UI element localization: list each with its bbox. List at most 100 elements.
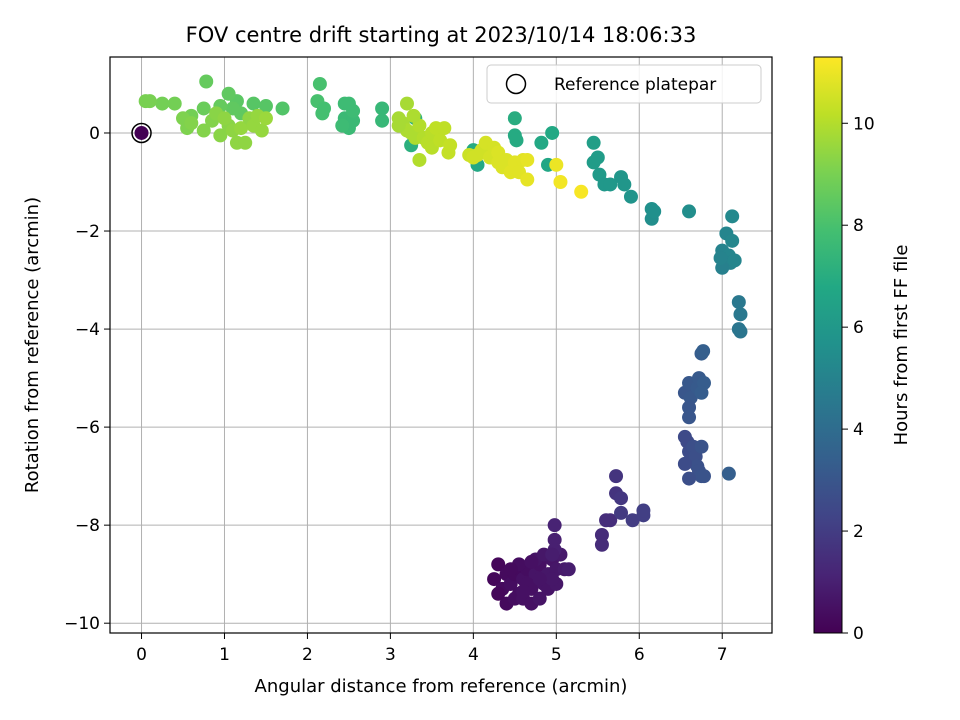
- data-point: [491, 586, 506, 601]
- data-point: [731, 295, 746, 310]
- legend: Reference platepar: [486, 64, 762, 104]
- data-point: [547, 518, 562, 533]
- gridlines: [110, 57, 772, 633]
- data-point: [545, 125, 560, 140]
- data-point: [713, 250, 728, 265]
- reference-point-fill: [134, 125, 149, 140]
- data-point: [524, 554, 539, 569]
- data-point: [721, 466, 736, 481]
- colorbar-tick-label: 0: [853, 624, 864, 644]
- data-point: [412, 152, 427, 167]
- data-point: [341, 96, 356, 111]
- data-point: [217, 111, 232, 126]
- data-point: [375, 113, 390, 128]
- colorbar-ticks: 0 2 4 6 8 10: [842, 114, 875, 644]
- data-point: [603, 513, 618, 528]
- colorbar-tick-label: 4: [853, 420, 864, 440]
- data-point: [196, 123, 211, 138]
- data-point: [682, 204, 697, 219]
- data-point: [603, 177, 618, 192]
- plot-frame: [109, 56, 773, 634]
- data-point: [312, 76, 327, 91]
- data-point: [677, 456, 692, 471]
- chart-title: FOV centre drift starting at 2023/10/14 …: [186, 23, 697, 47]
- y-axis-ticks: 0 −2 −4 −6 −8 −10: [64, 124, 110, 634]
- data-point: [520, 172, 535, 187]
- x-tick-label: 6: [634, 645, 645, 665]
- data-point: [733, 307, 748, 322]
- data-point: [520, 152, 535, 167]
- x-tick-label: 5: [551, 645, 562, 665]
- data-point: [696, 344, 711, 359]
- data-point: [682, 410, 697, 425]
- data-point: [594, 537, 609, 552]
- data-point: [221, 86, 236, 101]
- data-point: [553, 175, 568, 190]
- data-point: [549, 157, 564, 172]
- data-point: [647, 204, 662, 219]
- data-point: [258, 111, 273, 126]
- y-tick-label: 0: [89, 124, 100, 144]
- data-point: [155, 96, 170, 111]
- data-point: [547, 532, 562, 547]
- data-point: [694, 385, 709, 400]
- data-point: [614, 491, 629, 506]
- data-point: [609, 469, 624, 484]
- data-point: [196, 101, 211, 116]
- data-point: [586, 135, 601, 150]
- data-point: [694, 439, 709, 454]
- y-tick-label: −2: [75, 222, 100, 242]
- y-tick-label: −8: [75, 516, 100, 536]
- data-point: [503, 562, 518, 577]
- data-point: [275, 101, 290, 116]
- data-point: [138, 94, 153, 109]
- data-point: [234, 121, 249, 136]
- data-point: [437, 121, 452, 136]
- data-point: [532, 572, 547, 587]
- data-point: [534, 135, 549, 150]
- x-tick-label: 0: [136, 645, 147, 665]
- data-point: [335, 118, 350, 133]
- data-point: [507, 111, 522, 126]
- x-axis-ticks: 0 1 2 3 4 5 6 7: [136, 633, 728, 665]
- colorbar-label: Hours from first FF file: [891, 245, 912, 446]
- data-point: [545, 572, 560, 587]
- legend-label-reference: Reference platepar: [554, 75, 716, 95]
- data-point: [532, 591, 547, 606]
- data-point: [733, 324, 748, 339]
- x-tick-label: 4: [468, 645, 479, 665]
- data-point: [199, 74, 214, 89]
- y-tick-label: −6: [75, 418, 100, 438]
- y-tick-label: −10: [64, 614, 100, 634]
- data-point: [258, 99, 273, 114]
- data-point: [545, 547, 560, 562]
- reference-point-marker: [131, 122, 152, 144]
- data-point: [696, 469, 711, 484]
- data-point: [375, 101, 390, 116]
- x-tick-label: 7: [717, 645, 728, 665]
- data-point: [590, 150, 605, 165]
- y-tick-label: −4: [75, 320, 100, 340]
- data-point: [594, 527, 609, 542]
- data-point: [617, 177, 632, 192]
- x-tick-label: 2: [302, 645, 313, 665]
- data-point: [167, 96, 182, 111]
- data-point: [254, 123, 269, 138]
- data-point: [614, 505, 629, 520]
- data-point: [623, 189, 638, 204]
- data-point: [725, 209, 740, 224]
- colorbar-tick-label: 6: [853, 318, 864, 338]
- data-point: [574, 184, 589, 199]
- y-axis-label: Rotation from reference (arcmin): [22, 197, 43, 493]
- data-point: [184, 116, 199, 131]
- data-point: [399, 96, 414, 111]
- data-point: [625, 513, 640, 528]
- x-tick-label: 3: [385, 645, 396, 665]
- x-tick-label: 1: [219, 645, 230, 665]
- data-point: [213, 128, 228, 143]
- data-point: [682, 471, 697, 486]
- colorbar-tick-label: 2: [853, 522, 864, 542]
- colorbar-tick-label: 10: [853, 114, 875, 134]
- data-point: [491, 557, 506, 572]
- x-axis-label: Angular distance from reference (arcmin): [255, 676, 628, 697]
